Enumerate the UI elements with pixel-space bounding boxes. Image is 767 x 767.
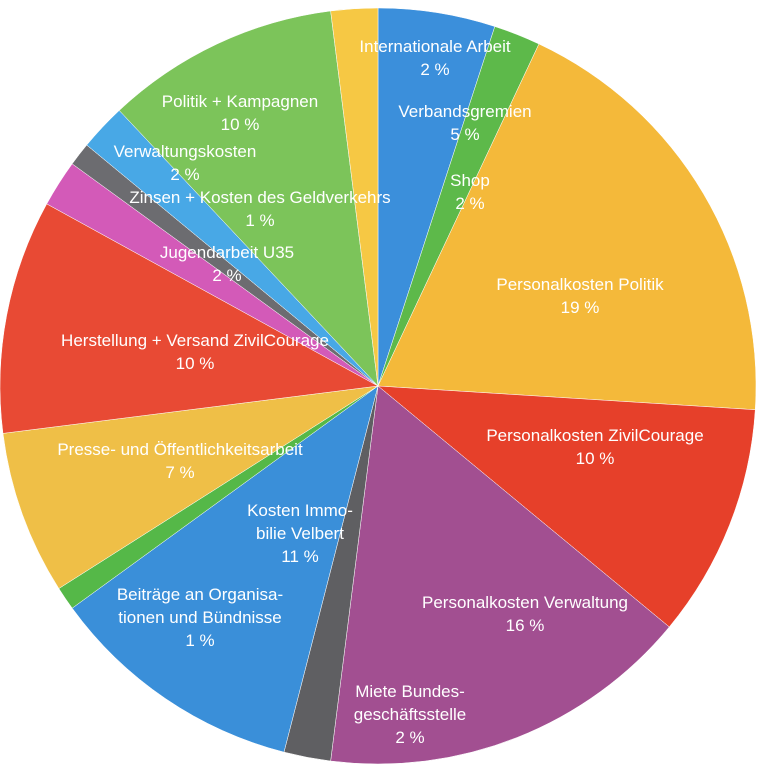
pie-slice [2,385,379,589]
slice-label: Politik + Kampagnen [162,92,318,111]
slice-label: Jugendarbeit U35 [160,243,294,262]
slice-value-label: 10 % [221,115,260,134]
slices [0,7,757,765]
pie-slice [377,385,756,628]
slice-label: Presse- und Öffentlichkeitsarbeit [57,440,303,459]
slice-label: Zinsen + Kosten des Geldverkehrs [129,188,390,207]
slice-label: Kosten Immo-bilie Velbert [247,501,353,543]
slice-value-label: 10 % [176,354,215,373]
slice-value-label: 2 % [420,60,449,79]
slice-label: Beiträge an Organisa-tionen und Bündniss… [117,585,283,627]
slice-label: Verbandsgremien [398,102,531,121]
slice-label: Verwaltungskosten [114,142,257,161]
slice-label: Personalkosten Politik [496,275,664,294]
pie-slice [330,385,670,765]
slice-label: Miete Bundes-geschäftsstelle [354,682,466,724]
slice-label: Internationale Arbeit [359,37,510,56]
pie-slice [118,10,379,387]
slice-value-label: 7 % [165,463,194,482]
slice-label: Herstellung + Versand ZivilCourage [61,331,329,350]
pie-slice [71,385,379,753]
slice-value-label: 19 % [561,298,600,317]
slice-value-label: 1 % [245,211,274,230]
slice-value-label: 5 % [450,125,479,144]
slice-label: Personalkosten ZivilCourage [486,426,703,445]
slice-value-label: 11 % [281,547,319,566]
slice-value-label: 2 % [395,728,424,747]
slice-label: Shop [450,171,490,190]
pie-slice [377,43,757,411]
slice-value-label: 16 % [506,616,545,635]
pie-slice [330,7,379,387]
slice-value-label: 10 % [576,449,615,468]
slice-value-label: 2 % [455,194,484,213]
slice-value-label: 2 % [212,266,241,285]
slice-label: Personalkosten Verwaltung [422,593,628,612]
pie-slice [0,203,379,434]
slice-value-label: 2 % [170,165,199,184]
slice-value-label: 1 % [185,631,214,650]
